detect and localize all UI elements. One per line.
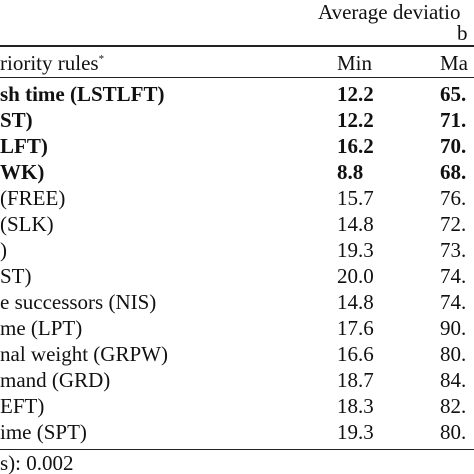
max-value-cell: 80. xyxy=(440,342,467,366)
header-rule xyxy=(0,77,474,78)
max-value-cell: 68. xyxy=(440,160,467,184)
min-value-cell: 8.8 xyxy=(337,160,364,184)
group-header-title: Average deviatio xyxy=(318,0,461,24)
footer-note: s): 0.002 xyxy=(0,451,74,474)
min-value-cell: 18.7 xyxy=(337,368,374,392)
max-value-cell: 73. xyxy=(440,238,467,262)
min-value-cell: 20.0 xyxy=(337,264,374,288)
min-column-header: Min xyxy=(337,51,373,75)
rule-name-cell: LFT) xyxy=(0,134,48,158)
min-value-cell: 12.2 xyxy=(337,82,374,106)
rules-column-header: riority rules* xyxy=(0,51,105,75)
rule-name-cell: e successors (NIS) xyxy=(0,290,157,314)
bottom-rule xyxy=(0,449,474,450)
rule-name-cell: mand (GRD) xyxy=(0,368,111,392)
rule-name-cell: (SLK) xyxy=(0,212,54,236)
rule-name-cell: EFT) xyxy=(0,394,45,418)
rule-name-cell: nal weight (GRPW) xyxy=(0,342,168,366)
max-column-header: Ma xyxy=(440,51,468,75)
max-value-cell: 90. xyxy=(440,316,467,340)
min-value-cell: 18.3 xyxy=(337,394,374,418)
min-value-cell: 12.2 xyxy=(337,108,374,132)
rule-name-cell: WK) xyxy=(0,160,45,184)
rule-name-cell: (FREE) xyxy=(0,186,66,210)
min-value-cell: 16.2 xyxy=(337,134,374,158)
max-value-cell: 72. xyxy=(440,212,467,236)
min-value-cell: 15.7 xyxy=(337,186,374,210)
min-value-cell: 14.8 xyxy=(337,212,374,236)
footnote-mark: * xyxy=(98,53,105,65)
max-value-cell: 80. xyxy=(440,420,467,444)
rule-name-cell: sh time (LSTLFT) xyxy=(0,82,165,106)
max-value-cell: 74. xyxy=(440,290,467,314)
min-value-cell: 16.6 xyxy=(337,342,374,366)
max-value-cell: 71. xyxy=(440,108,467,132)
max-value-cell: 74. xyxy=(440,264,467,288)
max-value-cell: 65. xyxy=(440,82,467,106)
top-rule xyxy=(0,45,474,47)
group-header-subtitle: b xyxy=(457,21,468,45)
min-value-cell: 14.8 xyxy=(337,290,374,314)
rule-name-cell: ) xyxy=(0,238,7,262)
rule-name-cell: ime (SPT) xyxy=(0,420,87,444)
min-value-cell: 17.6 xyxy=(337,316,374,340)
max-value-cell: 82. xyxy=(440,394,467,418)
min-value-cell: 19.3 xyxy=(337,420,374,444)
min-value-cell: 19.3 xyxy=(337,238,374,262)
rule-name-cell: me (LPT) xyxy=(0,316,83,340)
max-value-cell: 84. xyxy=(440,368,467,392)
rule-name-cell: ST) xyxy=(0,108,33,132)
rule-name-cell: ST) xyxy=(0,264,32,288)
max-value-cell: 76. xyxy=(440,186,467,210)
max-value-cell: 70. xyxy=(440,134,467,158)
